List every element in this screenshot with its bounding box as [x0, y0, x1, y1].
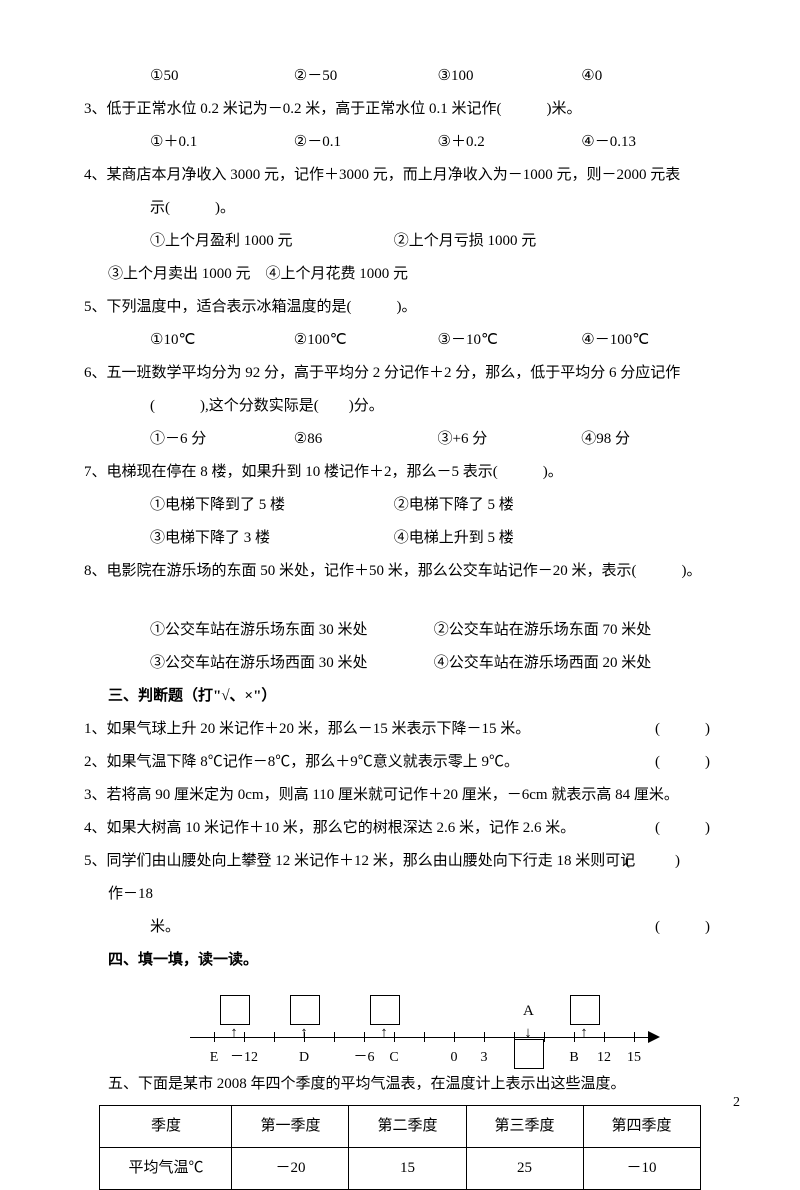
opt: ④公交车站在游乐场西面 20 米处 — [434, 647, 652, 680]
opt: ②－50 — [294, 60, 434, 93]
q8-options-a: ①公交车站在游乐场东面 30 米处 ②公交车站在游乐场东面 70 米处 — [60, 614, 740, 647]
opt: ③电梯下降了 3 楼 — [150, 522, 390, 555]
opt: ①10℃ — [150, 324, 290, 357]
opt: ②100℃ — [294, 324, 434, 357]
opt: ①电梯下降到了 5 楼 — [150, 489, 390, 522]
opt: ③－10℃ — [438, 324, 578, 357]
opt: ②电梯下降了 5 楼 — [394, 489, 514, 522]
opt: ①上个月盈利 1000 元 — [150, 225, 390, 258]
section-4: 四、填一填，读一读。 — [60, 944, 740, 977]
opt: ④0 — [581, 60, 602, 93]
opt: ③+6 分 — [438, 423, 578, 456]
j4: 4、如果大树高 10 米记作＋10 米，那么它的树根深达 2.6 米，记作 2.… — [60, 812, 740, 845]
opt: ②公交车站在游乐场东面 70 米处 — [434, 614, 652, 647]
j1: 1、如果气球上升 20 米记作＋20 米，那么－15 米表示下降－15 米。( … — [60, 713, 740, 746]
opt: ③＋0.2 — [438, 126, 578, 159]
q6-cont: ( ),这个分数实际是( )分。 — [60, 390, 740, 423]
q8-options-b: ③公交车站在游乐场西面 30 米处 ④公交车站在游乐场西面 20 米处 — [60, 647, 740, 680]
q5-options: ①10℃ ②100℃ ③－10℃ ④－100℃ — [60, 324, 740, 357]
q4-options-a: ①上个月盈利 1000 元 ②上个月亏损 1000 元 — [60, 225, 740, 258]
j2: 2、如果气温下降 8℃记作－8℃，那么＋9℃意义就表示零上 9℃。( ) — [60, 746, 740, 779]
opt: ②－0.1 — [294, 126, 434, 159]
opt: ①50 — [150, 60, 290, 93]
opt: ④－100℃ — [581, 324, 649, 357]
opt: ①－6 分 — [150, 423, 290, 456]
q8: 8、电影院在游乐场的东面 50 米处，记作＋50 米，那么公交车站记作－20 米… — [60, 555, 740, 588]
opt: ④电梯上升到 5 楼 — [394, 522, 514, 555]
q3-options: ①＋0.1 ②－0.1 ③＋0.2 ④－0.13 — [60, 126, 740, 159]
q5: 5、下列温度中，适合表示冰箱温度的是( )。 — [60, 291, 740, 324]
section-3: 三、判断题（打"√、×"） — [60, 680, 740, 713]
q6: 6、五一班数学平均分为 92 分，高于平均分 2 分记作＋2 分，那么，低于平均… — [60, 357, 740, 390]
q4-cont: 示( )。 — [60, 192, 740, 225]
q3: 3、低于正常水位 0.2 米记为－0.2 米，高于正常水位 0.1 米记作( )… — [60, 93, 740, 126]
q7: 7、电梯现在停在 8 楼，如果升到 10 楼记作＋2，那么－5 表示( )。 — [60, 456, 740, 489]
page-number: 2 — [733, 1088, 740, 1119]
q6-options: ①－6 分 ②86 ③+6 分 ④98 分 — [60, 423, 740, 456]
opt: ④－0.13 — [581, 126, 636, 159]
opt: ③公交车站在游乐场西面 30 米处 — [150, 647, 430, 680]
q4-options-b: ③上个月卖出 1000 元 ④上个月花费 1000 元 — [60, 258, 740, 291]
q7-options-a: ①电梯下降到了 5 楼 ②电梯下降了 5 楼 — [60, 489, 740, 522]
opt: ①公交车站在游乐场东面 30 米处 — [150, 614, 430, 647]
number-line: E－12D－6C03B1215↑↑↑↑A↓ — [60, 995, 740, 1060]
opt: ②上个月亏损 1000 元 — [394, 225, 537, 258]
j5-cont: 米。( ) — [60, 911, 740, 944]
q7-options-b: ③电梯下降了 3 楼 ④电梯上升到 5 楼 — [60, 522, 740, 555]
prev-options: ①50 ②－50 ③100 ④0 — [60, 60, 740, 93]
opt: ①＋0.1 — [150, 126, 290, 159]
opt: ②86 — [294, 423, 434, 456]
temperature-table: 季度第一季度第二季度第三季度第四季度 平均气温℃－201525－10 — [99, 1105, 700, 1190]
q4: 4、某商店本月净收入 3000 元，记作＋3000 元，而上月净收入为－1000… — [60, 159, 740, 192]
opt: ③100 — [438, 60, 578, 93]
opt: ④98 分 — [581, 423, 630, 456]
j3: 3、若将高 90 厘米定为 0cm，则高 110 厘米就可记作＋20 厘米，－6… — [60, 779, 740, 812]
